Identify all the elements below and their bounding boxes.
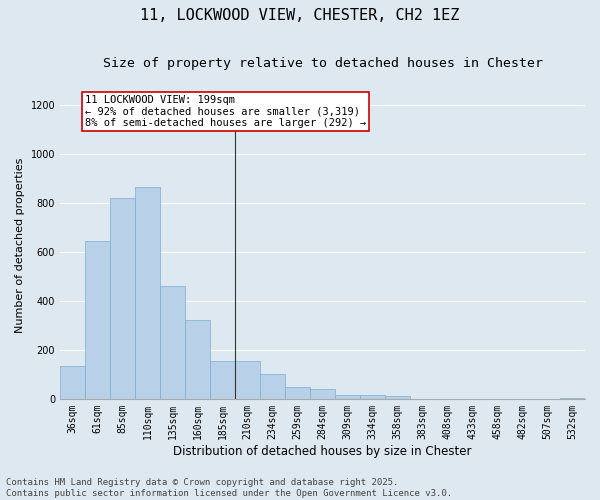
Text: 11 LOCKWOOD VIEW: 199sqm
← 92% of detached houses are smaller (3,319)
8% of semi: 11 LOCKWOOD VIEW: 199sqm ← 92% of detach… [85,95,366,128]
Bar [360,395,385,399]
X-axis label: Distribution of detached houses by size in Chester: Distribution of detached houses by size … [173,444,472,458]
Bar [560,398,585,399]
Bar [385,396,410,399]
Bar [335,395,360,399]
Bar [260,374,285,399]
Bar [110,198,135,399]
Bar [210,361,235,399]
Title: Size of property relative to detached houses in Chester: Size of property relative to detached ho… [103,58,542,70]
Text: Contains HM Land Registry data © Crown copyright and database right 2025.
Contai: Contains HM Land Registry data © Crown c… [6,478,452,498]
Text: 11, LOCKWOOD VIEW, CHESTER, CH2 1EZ: 11, LOCKWOOD VIEW, CHESTER, CH2 1EZ [140,8,460,22]
Bar [185,320,210,399]
Y-axis label: Number of detached properties: Number of detached properties [15,158,25,334]
Bar [235,361,260,399]
Bar [60,366,85,399]
Bar [310,389,335,399]
Bar [160,286,185,399]
Bar [135,187,160,399]
Bar [85,241,110,399]
Bar [285,386,310,399]
